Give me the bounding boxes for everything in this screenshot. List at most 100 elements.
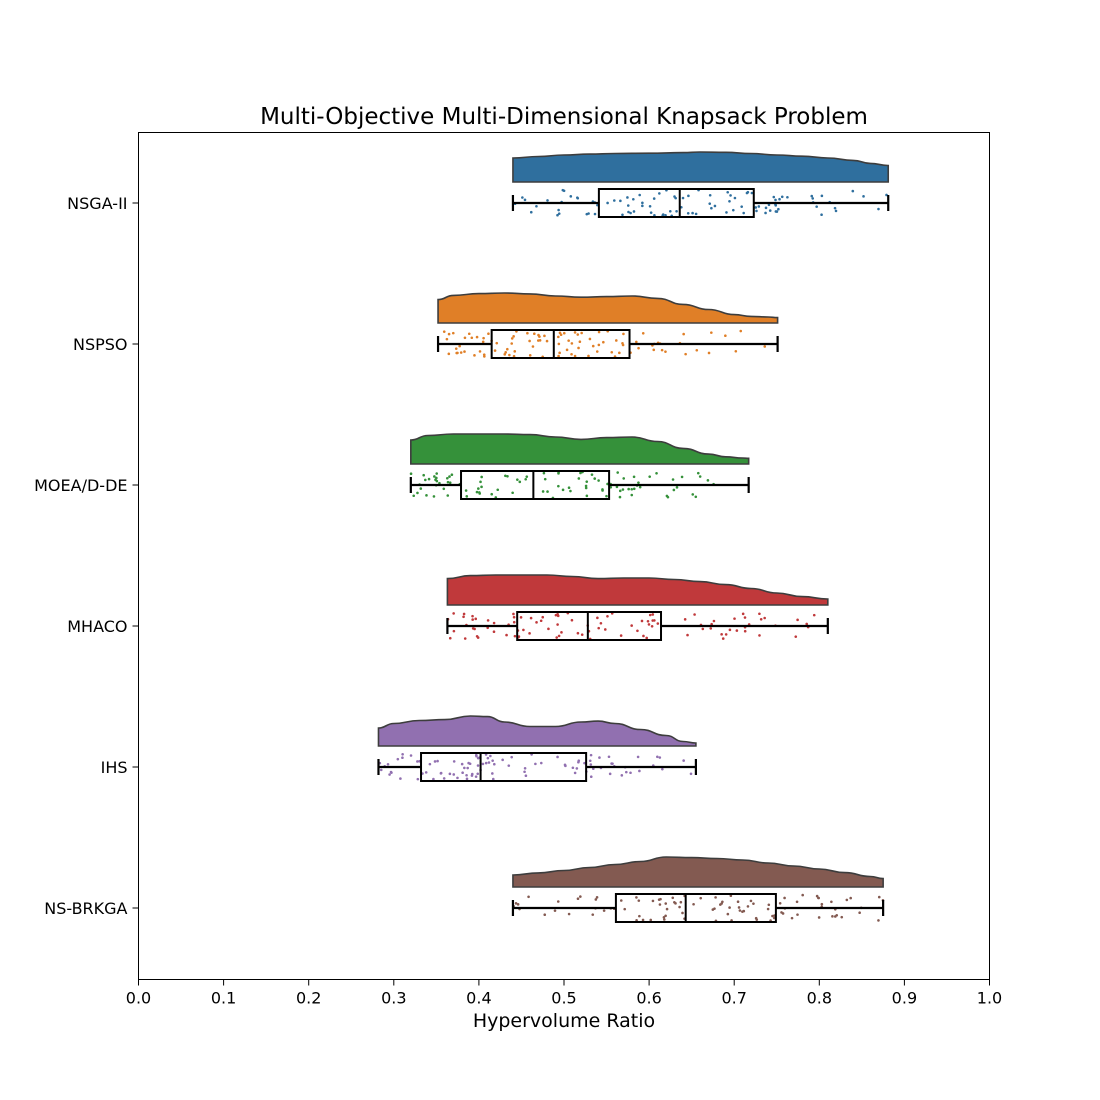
rain-point xyxy=(642,634,645,638)
rain-point xyxy=(658,903,662,906)
rain-point xyxy=(737,906,741,909)
rain-point xyxy=(817,896,820,900)
rain-point xyxy=(594,898,598,901)
rain-point xyxy=(446,494,450,497)
rain-point xyxy=(820,194,824,198)
rain-point xyxy=(632,475,636,479)
rain-point xyxy=(516,478,519,481)
rain-point xyxy=(487,332,490,336)
rain-point xyxy=(529,210,533,214)
rain-point xyxy=(743,616,747,619)
rain-point xyxy=(584,486,588,490)
rain-point xyxy=(522,628,525,632)
rain-point xyxy=(448,475,451,478)
rain-point xyxy=(638,769,641,773)
rain-point xyxy=(534,762,537,766)
rain-point xyxy=(514,902,518,905)
rain-point xyxy=(706,479,710,482)
rain-point xyxy=(749,899,753,903)
rain-point xyxy=(638,485,642,489)
rain-point xyxy=(728,199,731,203)
rain-point xyxy=(597,343,601,347)
rain-point xyxy=(613,199,616,202)
rain-point xyxy=(796,913,799,916)
rain-point xyxy=(621,213,624,217)
rain-point xyxy=(656,755,659,759)
rain-point xyxy=(632,487,636,491)
plot-area xyxy=(377,151,890,923)
rain-point xyxy=(573,331,577,334)
rain-point xyxy=(635,896,638,899)
rain-point xyxy=(709,627,713,630)
rain-point xyxy=(625,770,628,774)
rain-point xyxy=(593,477,597,480)
rain-point xyxy=(758,634,761,637)
rain-point xyxy=(610,350,614,354)
rain-point xyxy=(666,495,670,499)
rain-point xyxy=(738,909,742,912)
rain-point xyxy=(508,353,511,357)
rain-point xyxy=(490,492,494,496)
rain-point xyxy=(493,762,496,766)
rain-point xyxy=(510,342,514,345)
rain-point xyxy=(473,354,476,357)
rain-point xyxy=(710,331,713,334)
rain-point xyxy=(732,208,735,212)
rain-point xyxy=(778,902,782,905)
rain-point xyxy=(474,775,478,778)
rain-point xyxy=(477,487,480,490)
rain-point xyxy=(546,199,549,202)
rain-point xyxy=(575,767,579,770)
rain-point xyxy=(752,902,755,905)
rain-point xyxy=(608,772,612,776)
rain-point xyxy=(479,480,482,484)
rain-point xyxy=(432,495,436,498)
rain-point xyxy=(557,208,560,212)
rain-point xyxy=(577,760,580,764)
rain-point xyxy=(754,206,758,209)
rain-point xyxy=(820,902,824,906)
rain-point xyxy=(523,770,526,774)
rain-point xyxy=(537,333,540,337)
rain-point xyxy=(649,211,653,214)
rain-point xyxy=(658,192,661,195)
rain-point xyxy=(584,484,588,488)
rain-point xyxy=(701,627,705,631)
rain-point xyxy=(523,198,527,202)
density-cloud xyxy=(512,856,884,888)
rain-point xyxy=(543,913,547,916)
rain-point xyxy=(638,914,641,918)
rain-point xyxy=(501,758,504,762)
x-tick-label: 0.2 xyxy=(296,989,321,1008)
rain-point xyxy=(476,772,480,776)
rain-point xyxy=(521,196,524,199)
rain-point xyxy=(535,204,538,208)
rain-point xyxy=(619,899,623,902)
rain-point xyxy=(557,484,560,488)
rain-point xyxy=(764,206,768,210)
density-cloud xyxy=(377,715,697,747)
rain-point xyxy=(419,487,423,490)
rain-point xyxy=(513,350,517,353)
rain-point xyxy=(661,767,664,771)
rain-point xyxy=(416,777,420,781)
rain-point xyxy=(409,754,413,757)
rain-point xyxy=(524,774,528,778)
rain-point xyxy=(636,755,640,759)
rain-point xyxy=(777,207,780,211)
rain-point xyxy=(698,475,702,478)
rain-point xyxy=(588,759,592,763)
rain-point xyxy=(565,348,569,352)
rain-point xyxy=(541,615,545,619)
rain-point xyxy=(858,911,861,915)
rain-point xyxy=(622,477,626,480)
rain-point xyxy=(742,211,745,215)
x-axis-title: Hypervolume Ratio xyxy=(473,1010,655,1032)
rain-point xyxy=(561,488,565,492)
rain-point xyxy=(558,351,561,355)
rain-point xyxy=(602,340,605,344)
rain-point xyxy=(660,348,664,352)
rain-point xyxy=(648,613,652,617)
rain-point xyxy=(649,918,653,922)
rain-point xyxy=(801,893,804,897)
